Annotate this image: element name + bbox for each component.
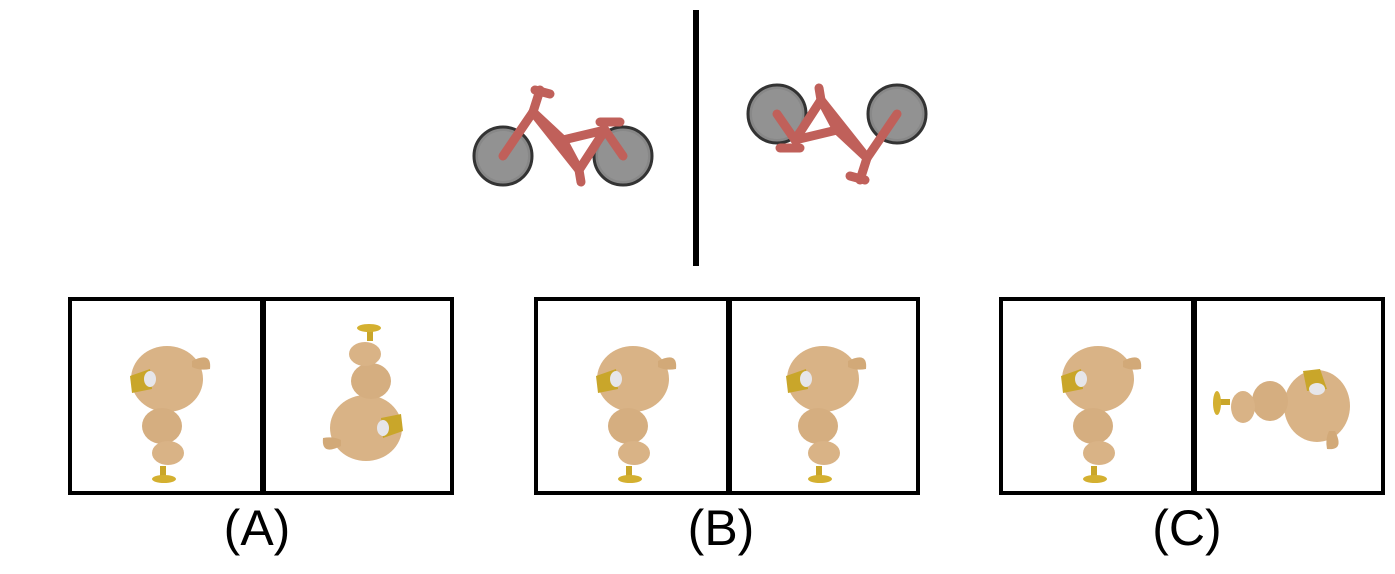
option-c-left-cell [1003, 301, 1191, 491]
chick-icon [1061, 346, 1142, 483]
option-c-frame[interactable] [999, 297, 1385, 495]
option-b-label: (B) [687, 500, 755, 556]
option-c-label: (C) [1152, 500, 1222, 556]
option-c-right-cell [1197, 301, 1381, 491]
option-a-left-cell [72, 301, 260, 491]
reference-bicycle-icon [470, 70, 660, 200]
transformed-bicycle-icon [740, 70, 930, 200]
option-a-frame[interactable] [68, 297, 454, 495]
option-b-frame[interactable] [534, 297, 920, 495]
option-a-separator [260, 301, 266, 491]
option-c-separator [1191, 301, 1197, 491]
option-b-separator [726, 301, 732, 491]
chick-icon [596, 346, 677, 483]
top-divider [693, 10, 699, 266]
chick-icon [786, 346, 867, 483]
chick-rotated-upside-down-icon [322, 324, 403, 461]
option-b-right-cell [732, 301, 916, 491]
option-b-left-cell [538, 301, 726, 491]
option-a-right-cell [266, 301, 450, 491]
chick-rotated-sideways-icon [1213, 369, 1350, 450]
option-a-label: (A) [223, 500, 291, 556]
chick-icon [130, 346, 211, 483]
